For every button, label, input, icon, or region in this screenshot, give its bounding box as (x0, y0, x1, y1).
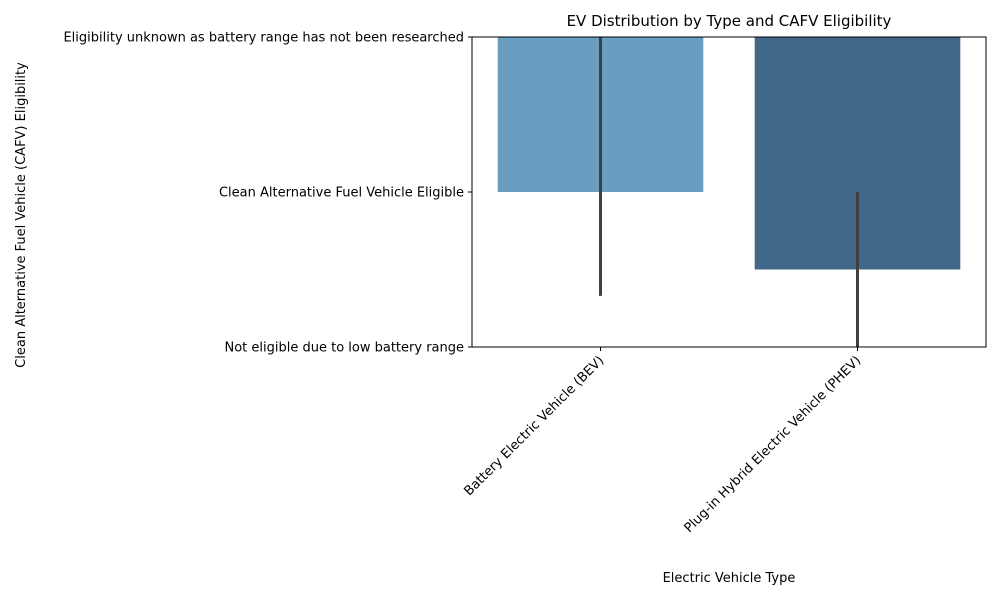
x-tick-label-1: Plug-in Hybrid Electric Vehicle (PHEV) (682, 353, 865, 536)
y-tick-label-0: Eligibility unknown as battery range has… (63, 31, 464, 46)
x-tick-label-0: Battery Electric Vehicle (BEV) (461, 353, 607, 499)
y-axis-label: Clean Alternative Fuel Vehicle (CAFV) El… (14, 62, 29, 368)
chart-title: EV Distribution by Type and CAFV Eligibi… (567, 12, 892, 30)
y-tick-label-1: Clean Alternative Fuel Vehicle Eligible (219, 186, 464, 201)
x-axis-label: Electric Vehicle Type (663, 571, 796, 586)
y-tick-label-2: Not eligible due to low battery range (224, 341, 464, 356)
plot-area: Eligibility unknown as battery range has… (63, 31, 987, 536)
